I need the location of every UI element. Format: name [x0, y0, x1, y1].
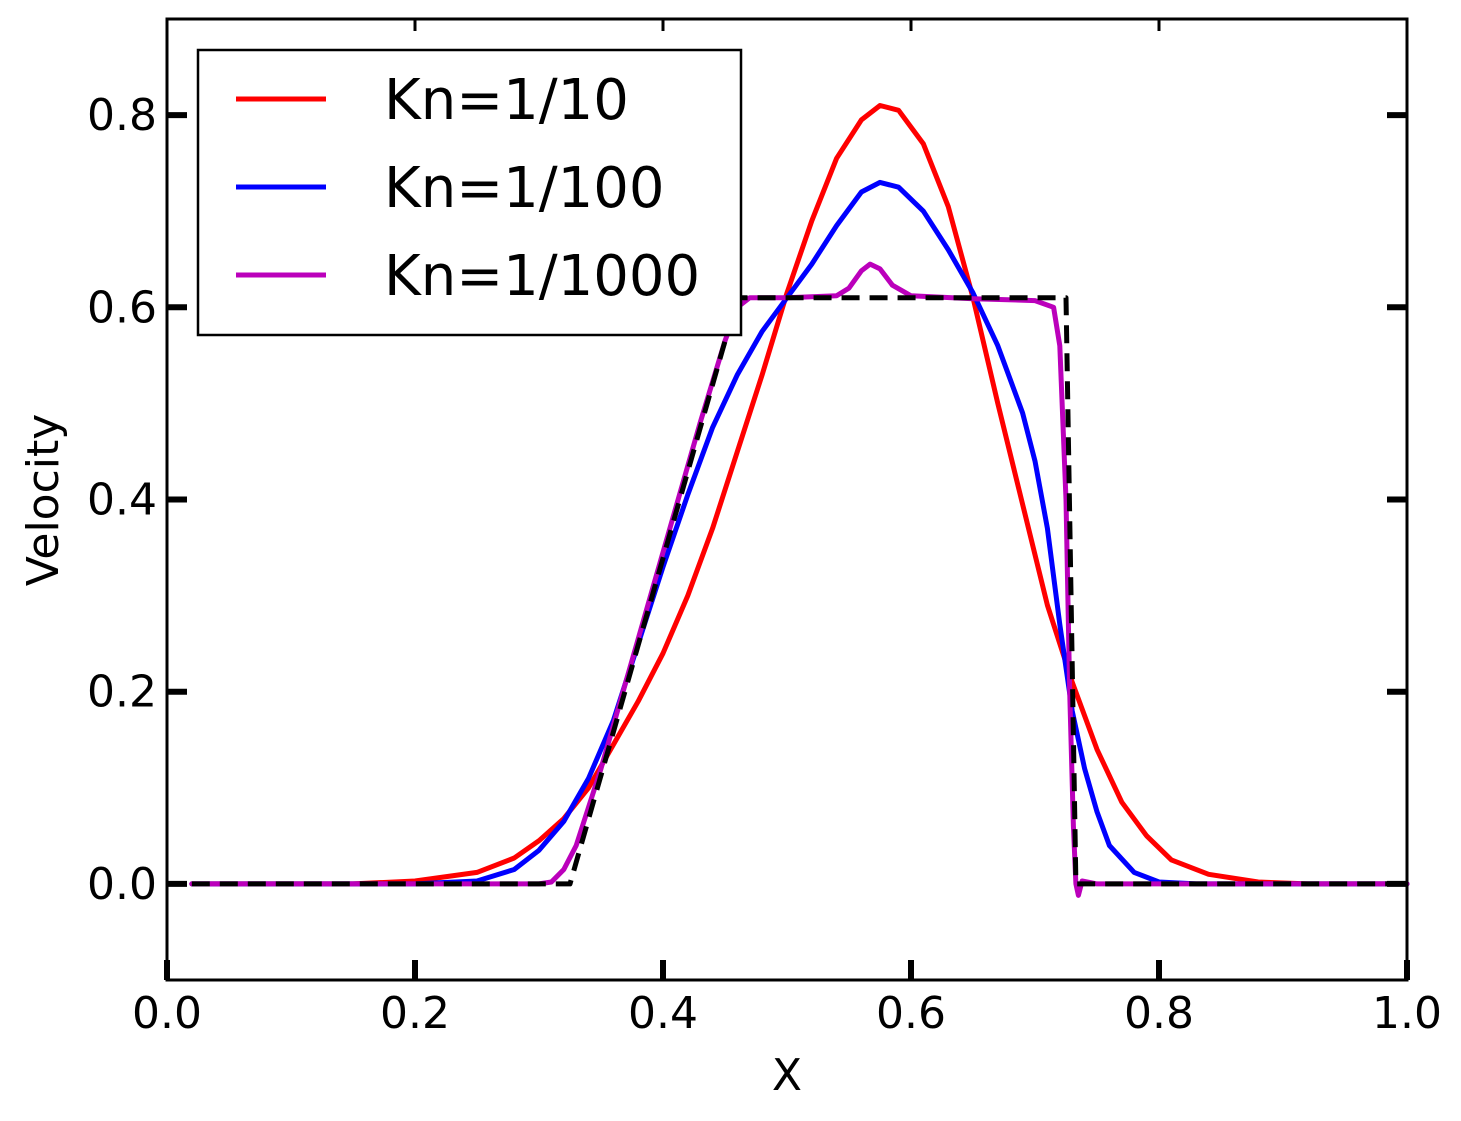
x-tick-label: 0.4 — [628, 988, 698, 1039]
y-axis-ticks: 0.0 0.2 0.4 0.6 0.8 — [87, 90, 1407, 910]
x-tick-label: 1.0 — [1372, 988, 1442, 1039]
x-axis-ticks: 0.0 0.2 0.4 0.6 0.8 1.0 — [132, 19, 1442, 1039]
series-line-1 — [189, 103, 1410, 887]
legend-label: Kn=1/100 — [384, 156, 665, 221]
x-tick-label: 0.8 — [1124, 988, 1194, 1039]
legend: Kn=1/10 Kn=1/100 Kn=1/1000 — [196, 48, 743, 337]
x-tick-label: 0.6 — [876, 988, 946, 1039]
y-axis-label: Velocity — [18, 414, 69, 587]
legend-label: Kn=1/10 — [384, 68, 629, 133]
y-tick-label: 0.4 — [87, 475, 157, 526]
legend-label: Kn=1/1000 — [384, 244, 700, 309]
x-axis-label: X — [772, 1050, 802, 1101]
x-tick-label: 0.2 — [380, 988, 450, 1039]
x-tick-label: 0.0 — [132, 988, 202, 1039]
y-tick-label: 0.6 — [87, 282, 157, 333]
y-tick-label: 0.0 — [87, 859, 157, 910]
y-tick-label: 0.8 — [87, 90, 157, 141]
y-tick-label: 0.2 — [87, 667, 157, 718]
series-line-2 — [189, 179, 1410, 887]
